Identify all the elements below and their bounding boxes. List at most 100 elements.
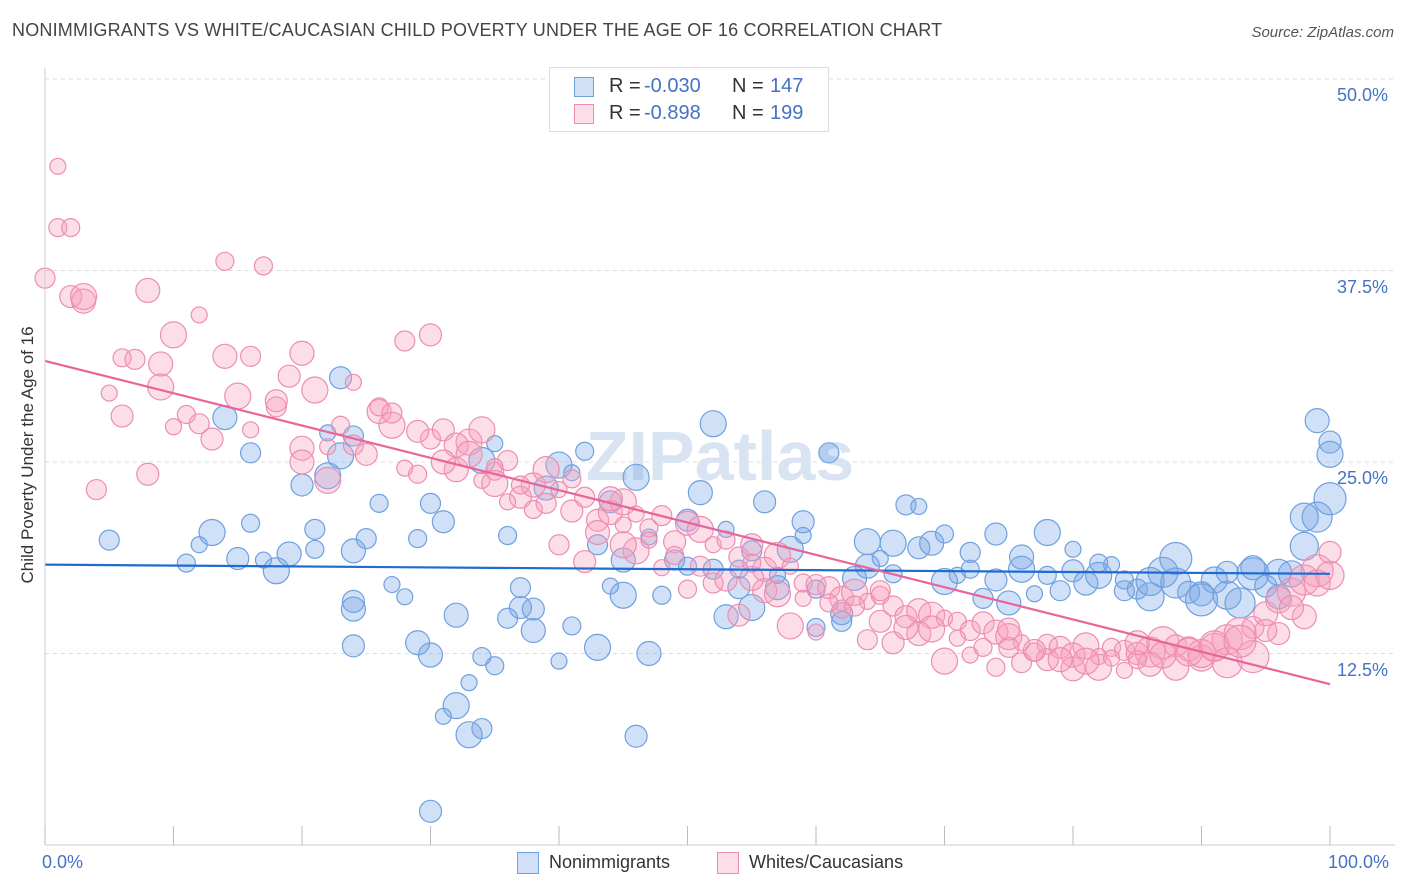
data-point [986, 657, 1006, 677]
data-point [431, 510, 455, 534]
data-point [136, 462, 160, 486]
data-point [893, 614, 919, 641]
data-point [354, 442, 378, 466]
data-point [856, 629, 879, 651]
data-point [85, 478, 108, 501]
data-point [624, 724, 648, 748]
nonimmigrants-trend-line [44, 563, 1331, 575]
x-tick-max: 100.0% [1328, 852, 1390, 872]
data-point [853, 528, 882, 556]
data-point [301, 376, 329, 404]
data-point [791, 510, 815, 534]
data-point [124, 348, 146, 370]
data-point [609, 581, 637, 609]
data-point [781, 557, 799, 575]
data-point [314, 466, 342, 494]
data-point [1177, 580, 1201, 604]
data-point [550, 652, 568, 670]
legend-item-whites-caucasians[interactable]: Whites/Caucasians [717, 852, 903, 875]
data-point [535, 492, 557, 514]
data-point [609, 531, 637, 559]
data-point [468, 416, 496, 444]
data-point [818, 442, 840, 464]
data-point [806, 617, 826, 638]
data-point [879, 529, 907, 557]
data-point [254, 551, 273, 569]
data-point [190, 536, 208, 554]
data-point [997, 617, 1021, 641]
data-point [819, 593, 839, 613]
data-point [241, 513, 261, 533]
data-point [713, 604, 739, 630]
data-point [164, 418, 183, 436]
data-point [240, 345, 262, 367]
data-point [200, 427, 224, 451]
data-point [326, 442, 355, 470]
data-point [289, 435, 315, 461]
whites-caucasians-points [34, 157, 1345, 682]
data-point [1159, 541, 1193, 576]
data-point [240, 442, 262, 464]
data-point [523, 499, 543, 520]
data-point [1254, 618, 1278, 643]
data-point [212, 343, 238, 369]
data-point [381, 402, 403, 424]
stats-row-whites: R = -0.898 N = 199 [550, 102, 828, 128]
data-point [264, 389, 288, 413]
data-point [714, 568, 738, 592]
data-point [1064, 540, 1082, 558]
data-point [998, 636, 1020, 658]
data-point [1085, 653, 1113, 681]
data-point [1049, 580, 1071, 602]
data-point [135, 277, 161, 304]
data-point [396, 588, 414, 606]
data-point [405, 630, 431, 656]
data-point [443, 602, 469, 628]
data-point [636, 640, 662, 667]
data-point [959, 541, 981, 563]
data-point [918, 615, 946, 643]
legend-item-nonimmigrants[interactable]: Nonimmigrants [517, 852, 670, 875]
data-point [378, 411, 406, 439]
data-point [1072, 647, 1100, 675]
data-point [687, 480, 713, 506]
data-point [289, 449, 315, 475]
blue-swatch-icon [574, 77, 594, 97]
data-point [265, 396, 287, 418]
data-point [159, 321, 188, 349]
data-point [1022, 638, 1047, 663]
data-point [242, 421, 260, 439]
n-value: 147 [770, 75, 804, 97]
data-point [869, 580, 891, 602]
data-point [794, 589, 812, 607]
data-point [369, 493, 389, 513]
data-point [1135, 566, 1165, 597]
data-point [330, 415, 351, 435]
data-point [665, 545, 685, 566]
data-point [639, 518, 659, 538]
data-point [1291, 604, 1317, 630]
data-point [973, 637, 993, 657]
n-value: 199 [770, 102, 804, 124]
data-point [328, 366, 353, 390]
data-point [575, 441, 595, 461]
data-point [1047, 647, 1073, 673]
data-point [1125, 641, 1149, 666]
data-point [868, 609, 892, 633]
data-point [960, 559, 980, 579]
data-point [597, 486, 624, 512]
data-point [253, 256, 274, 276]
data-point [100, 384, 118, 402]
data-point [854, 553, 881, 579]
data-point [1033, 518, 1061, 547]
data-point [689, 555, 711, 577]
data-point [776, 612, 804, 640]
data-point [727, 603, 751, 627]
whites-caucasians-trend-line [44, 359, 1331, 686]
data-point [894, 605, 918, 629]
data-point [727, 576, 751, 600]
data-point [752, 490, 777, 514]
data-point [319, 438, 337, 456]
data-point [1037, 565, 1057, 585]
data-point [614, 516, 632, 534]
